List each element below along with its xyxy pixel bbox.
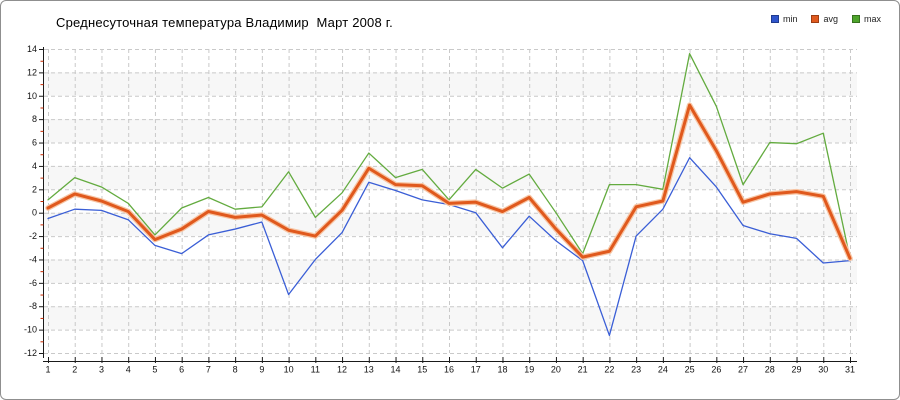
y-tick-label: -12 xyxy=(24,348,37,358)
x-tick-label: 4 xyxy=(126,365,131,375)
x-tick-label: 7 xyxy=(206,365,211,375)
y-tick-label: 0 xyxy=(32,208,37,218)
y-tick-label: 12 xyxy=(27,67,37,77)
x-tick-label: 10 xyxy=(284,365,294,375)
y-tick-label: -10 xyxy=(24,325,37,335)
x-tick-label: 20 xyxy=(551,365,561,375)
x-tick-label: 29 xyxy=(792,365,802,375)
max-swatch-icon xyxy=(851,15,860,23)
legend-label: avg xyxy=(823,14,838,24)
x-tick-label: 30 xyxy=(818,365,828,375)
x-tick-label: 8 xyxy=(233,365,238,375)
x-tick-label: 24 xyxy=(658,365,668,375)
x-tick-label: 28 xyxy=(765,365,775,375)
max-series-line xyxy=(47,53,851,259)
legend-item-min: min xyxy=(770,14,798,24)
y-tick-label: 4 xyxy=(32,161,37,171)
x-tick-label: 26 xyxy=(711,365,721,375)
x-tick-label: 3 xyxy=(99,365,104,375)
legend-item-max: max xyxy=(851,14,881,24)
min-swatch-icon xyxy=(770,15,779,23)
y-tick-label: -6 xyxy=(29,278,37,288)
x-tick-label: 31 xyxy=(845,365,855,375)
x-tick-label: 21 xyxy=(578,365,588,375)
x-tick-label: 6 xyxy=(179,365,184,375)
legend-label: min xyxy=(782,14,798,24)
x-tick-label: 11 xyxy=(311,365,320,375)
x-tick-label: 2 xyxy=(72,365,77,375)
x-axis: 1 2 3 4 5 6 7 8 9 10 11 12 13 14 15 16 17 18 19 20 21 22 23 24 2… xyxy=(43,357,857,375)
x-tick-label: 25 xyxy=(685,365,695,375)
x-tick-label: 15 xyxy=(417,365,427,375)
chart-title: Среднесуточная температура Владимир Март… xyxy=(56,15,393,30)
x-tick-label: 23 xyxy=(631,365,641,375)
plot-band xyxy=(44,119,857,143)
x-tick-label: 18 xyxy=(497,365,507,375)
legend-label: max xyxy=(863,14,881,24)
y-tick-label: -2 xyxy=(29,231,37,241)
y-tick-label: 8 xyxy=(32,114,37,124)
plot-band xyxy=(44,306,857,330)
avg-series-line xyxy=(46,103,852,260)
legend: min avg max xyxy=(770,14,881,24)
x-tick-label: 16 xyxy=(444,365,454,375)
x-tick-label: 9 xyxy=(259,365,264,375)
y-tick-label: 6 xyxy=(32,138,37,148)
plot-band xyxy=(44,259,857,283)
y-tick-label: -4 xyxy=(29,254,37,264)
x-tick-label: 22 xyxy=(604,365,614,375)
y-tick-label: 2 xyxy=(32,184,37,194)
x-tick-label: 13 xyxy=(364,365,374,375)
x-tick-label: 1 xyxy=(45,365,50,375)
legend-item-avg: avg xyxy=(811,14,838,24)
y-axis: 14 12 10 8 6 4 2 0 -2 -4 -6 -8 -10 -12 xyxy=(24,44,44,358)
x-tick-label: 12 xyxy=(337,365,347,375)
x-tick-label: 27 xyxy=(738,365,748,375)
x-tick-label: 5 xyxy=(152,365,157,375)
y-tick-label: -8 xyxy=(29,301,37,311)
plot-band xyxy=(44,165,857,190)
plot-band xyxy=(44,72,857,96)
x-tick-label: 17 xyxy=(471,365,481,375)
x-tick-label: 14 xyxy=(391,365,401,375)
y-tick-label: 14 xyxy=(27,44,37,54)
gridlines xyxy=(44,49,857,354)
y-tick-label: 10 xyxy=(27,91,37,101)
x-tick-label: 19 xyxy=(524,365,534,375)
avg-swatch-icon xyxy=(811,15,820,23)
